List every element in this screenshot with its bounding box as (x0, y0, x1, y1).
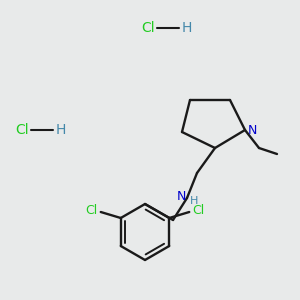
Text: N: N (247, 124, 257, 136)
Text: Cl: Cl (85, 203, 98, 217)
Text: H: H (56, 123, 66, 137)
Text: H: H (190, 196, 198, 206)
Text: H: H (182, 21, 192, 35)
Text: Cl: Cl (141, 21, 155, 35)
Text: N: N (176, 190, 186, 202)
Text: Cl: Cl (192, 203, 204, 217)
Text: Cl: Cl (15, 123, 29, 137)
